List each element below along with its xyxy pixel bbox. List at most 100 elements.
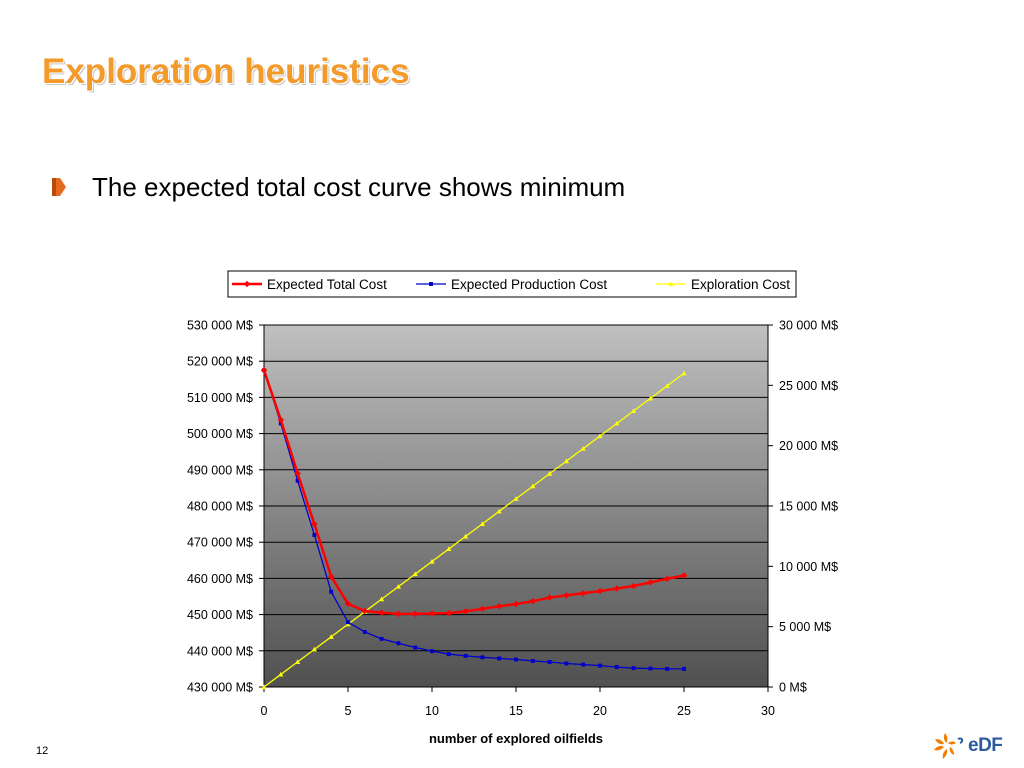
edf-logo-icon bbox=[934, 733, 964, 759]
data-point bbox=[597, 433, 603, 439]
y-left-tick-label: 430 000 M$ bbox=[187, 681, 253, 695]
data-point bbox=[328, 634, 334, 639]
data-point bbox=[412, 610, 419, 618]
data-point bbox=[596, 587, 604, 595]
slide-title: Exploration heuristics bbox=[42, 52, 410, 91]
data-point bbox=[480, 655, 485, 660]
x-tick-label: 20 bbox=[593, 704, 607, 718]
data-point bbox=[395, 584, 401, 589]
data-point bbox=[563, 458, 569, 464]
data-point bbox=[580, 590, 587, 597]
data-point bbox=[514, 657, 518, 662]
data-point bbox=[668, 281, 674, 287]
data-point bbox=[261, 684, 267, 690]
data-point bbox=[665, 666, 670, 671]
y-left-tick-label: 440 000 M$ bbox=[187, 644, 253, 658]
x-tick-label: 5 bbox=[345, 704, 352, 718]
y-left-tick-label: 510 000 M$ bbox=[187, 391, 253, 405]
series-line bbox=[263, 370, 684, 670]
data-point bbox=[648, 666, 653, 671]
legend-item: Expected Total Cost bbox=[232, 277, 387, 292]
series-exploration-cost bbox=[261, 370, 687, 690]
data-point bbox=[547, 660, 552, 664]
axes: 5 30 000 M$ 520 000 M$ 510 000 M$ 500 000 M$… bbox=[187, 319, 838, 719]
legend: Expected Total Cost Expected Production C… bbox=[227, 270, 797, 298]
data-point bbox=[664, 383, 670, 388]
data-point bbox=[479, 521, 485, 526]
data-point bbox=[647, 395, 653, 401]
y-left-tick-label: 460 000 M$ bbox=[187, 572, 253, 586]
y-right-tick-label: 0 M$ bbox=[779, 681, 807, 695]
edf-logo: eDF bbox=[932, 731, 1003, 761]
data-point bbox=[463, 653, 468, 658]
data-point bbox=[344, 600, 352, 607]
series-line bbox=[263, 372, 685, 688]
y-left-tick-label: 490 000 M$ bbox=[187, 463, 253, 477]
data-point bbox=[243, 280, 251, 288]
y-left-tick-label: 470 000 M$ bbox=[187, 536, 253, 550]
data-point bbox=[362, 630, 367, 634]
legend-label: Expected Total Cost bbox=[267, 277, 387, 292]
data-point bbox=[682, 666, 686, 671]
series-layer bbox=[260, 367, 688, 690]
y-right-tick-label: 10 000 M$ bbox=[779, 560, 838, 574]
data-point bbox=[412, 571, 418, 577]
data-point bbox=[631, 666, 636, 671]
legend-item: Exploration Cost bbox=[656, 277, 790, 292]
y-left-tick-label: 520 000 M$ bbox=[187, 355, 253, 369]
data-point bbox=[379, 636, 384, 641]
data-point bbox=[530, 483, 536, 489]
series-line bbox=[262, 369, 685, 616]
data-point bbox=[512, 600, 520, 608]
data-point bbox=[479, 605, 486, 613]
data-point bbox=[312, 533, 317, 537]
legend-item: Expected Production Cost bbox=[416, 277, 607, 292]
data-point bbox=[395, 610, 402, 618]
legend-label: Expected Production Cost bbox=[451, 277, 607, 292]
data-point bbox=[446, 546, 452, 552]
x-tick-label: 30 bbox=[761, 704, 775, 718]
data-point bbox=[547, 471, 553, 476]
data-point bbox=[613, 585, 620, 592]
data-point bbox=[497, 656, 502, 661]
data-point bbox=[413, 645, 418, 650]
data-point bbox=[445, 609, 452, 617]
data-point bbox=[311, 520, 318, 528]
data-point bbox=[513, 496, 519, 501]
data-point bbox=[430, 649, 434, 654]
x-tick-label: 10 bbox=[425, 704, 439, 718]
data-point bbox=[546, 594, 553, 601]
series-expected-production-cost bbox=[262, 368, 686, 671]
data-point bbox=[564, 661, 569, 666]
data-point bbox=[630, 582, 637, 590]
x-tick-label: 25 bbox=[677, 704, 691, 718]
data-point bbox=[294, 470, 301, 477]
data-point bbox=[614, 665, 619, 670]
data-point bbox=[346, 620, 350, 625]
page-number: 12 bbox=[36, 745, 49, 757]
data-point bbox=[378, 609, 385, 616]
data-point bbox=[581, 662, 586, 667]
y-right-tick-label: 20 000 M$ bbox=[779, 439, 838, 453]
y-left-tick-label: 480 000 M$ bbox=[187, 500, 253, 514]
data-point bbox=[681, 370, 687, 376]
data-point bbox=[429, 282, 433, 286]
data-point bbox=[379, 596, 385, 602]
data-point bbox=[329, 589, 334, 594]
data-point bbox=[631, 408, 637, 413]
data-point bbox=[664, 575, 671, 582]
data-point bbox=[598, 663, 602, 668]
bullet-item: The expected total cost curve shows mini… bbox=[48, 167, 625, 207]
x-tick-label: 0 bbox=[261, 704, 268, 718]
data-point bbox=[429, 558, 435, 564]
data-point bbox=[260, 367, 268, 374]
data-point bbox=[580, 445, 586, 451]
y-right-tick-label: 30 000 M$ bbox=[779, 319, 838, 333]
bullet-text: The expected total cost curve shows mini… bbox=[92, 171, 626, 202]
y-left-tick-label: 500 000 M$ bbox=[187, 427, 253, 441]
data-point bbox=[295, 659, 301, 664]
y-right-tick-label: 5 000 M$ bbox=[779, 620, 831, 634]
y-right-tick-label: 25 000 M$ bbox=[779, 379, 838, 393]
data-point bbox=[530, 658, 535, 663]
